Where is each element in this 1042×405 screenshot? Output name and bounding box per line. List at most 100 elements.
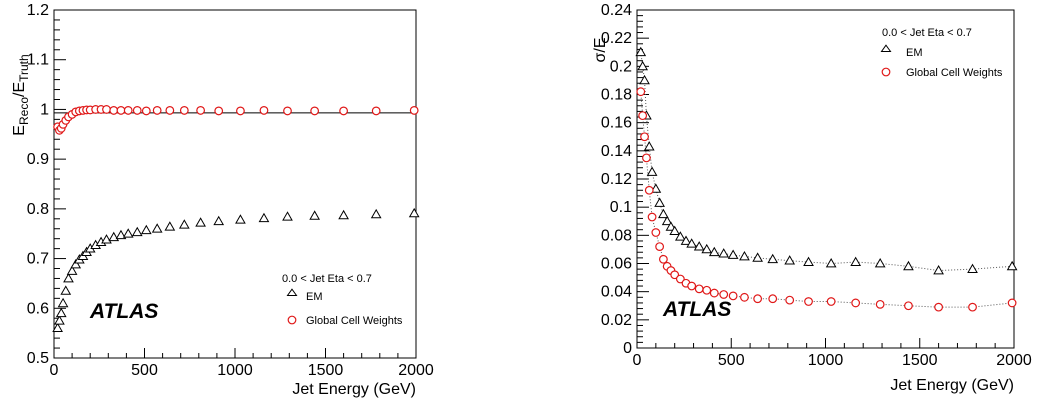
x-axis-label: Jet Energy (GeV)	[292, 381, 416, 398]
data-point-global-cell-weights	[875, 299, 885, 309]
data-point-global-cell-weights	[694, 284, 704, 294]
legend-title: 0.0 < Jet Eta < 0.7	[882, 27, 972, 39]
data-point-global-cell-weights	[259, 106, 269, 115]
legend-marker-triangle	[880, 44, 892, 52]
data-point-global-cell-weights	[644, 185, 654, 195]
data-point-em	[752, 252, 764, 262]
data-point-em	[1006, 260, 1018, 271]
data-point-global-cell-weights	[740, 292, 749, 302]
y-tick-label: 0.7	[27, 251, 49, 268]
legend-entry-global-cell-weights: Global Cell Weights	[906, 67, 1003, 79]
y-tick-label: 1	[40, 101, 49, 118]
y-axis-label-part: /E	[11, 82, 28, 97]
data-point-global-cell-weights	[655, 242, 665, 252]
data-point-global-cell-weights	[675, 274, 685, 284]
data-point-em	[70, 259, 82, 269]
y-tick-label: 0.24	[601, 2, 632, 19]
legend-entry-global-cell-weights: Global Cell Weights	[306, 315, 403, 327]
data-point-global-cell-weights	[826, 297, 836, 306]
data-point-global-cell-weights	[702, 285, 712, 295]
data-point-global-cell-weights	[109, 106, 119, 115]
data-point-em	[635, 46, 647, 57]
data-point-global-cell-weights	[339, 106, 349, 116]
atlas-label: ATLAS	[662, 298, 731, 321]
x-tick-label: 1000	[217, 362, 253, 379]
data-point-global-cell-weights	[132, 106, 142, 115]
x-tick-label: 0	[50, 362, 59, 379]
data-point-global-cell-weights	[409, 106, 419, 115]
legend-title: 0.0 < Jet Eta < 0.7	[282, 273, 372, 285]
data-point-em	[646, 166, 658, 176]
y-tick-label: 0.14	[601, 143, 632, 160]
data-point-global-cell-weights	[165, 106, 175, 115]
y-tick-label: 0.02	[601, 312, 632, 329]
data-point-em	[658, 208, 669, 219]
y-axis-label: EReco/ETruth	[11, 54, 31, 135]
data-point-em	[57, 297, 69, 308]
x-tick-label: 0	[633, 352, 642, 369]
data-point-em	[708, 246, 720, 257]
data-point-global-cell-weights	[651, 228, 661, 237]
data-point-em	[108, 231, 120, 242]
data-point-global-cell-weights	[785, 295, 795, 305]
data-point-global-cell-weights	[214, 106, 224, 116]
data-point-em	[235, 214, 246, 224]
data-point-global-cell-weights	[141, 106, 151, 116]
data-point-em	[55, 307, 67, 318]
legend-entry-em: EM	[306, 291, 323, 303]
data-point-em	[669, 225, 681, 235]
data-point-em	[639, 74, 650, 85]
data-point-em	[178, 219, 190, 229]
left-panel-ereco-over-etruth: 0 500 1000 1500 2000 0.5 0.6 0.7 0.8 0.9 1 1.1 1.2 Je…	[11, 2, 434, 398]
y-tick-label: 0.16	[601, 115, 632, 132]
data-point-em	[784, 255, 796, 265]
data-point-em	[258, 212, 270, 223]
data-point-global-cell-weights	[236, 106, 245, 116]
data-point-em	[686, 238, 698, 248]
data-point-em	[101, 234, 112, 244]
right-panel-sigma-over-e: 0 500 1000 1500 2000 0 0.02 0.04 0.06 0.08 0.1 0.12…	[592, 2, 1032, 394]
y-tick-label: 0.8	[27, 201, 49, 218]
data-point-em	[767, 253, 779, 264]
legend-marker-circle	[287, 315, 297, 325]
data-point-global-cell-weights	[1007, 298, 1017, 308]
atlas-label: ATLAS	[89, 300, 158, 323]
data-point-em	[52, 322, 63, 333]
data-point-global-cell-weights	[719, 290, 729, 299]
data-point-global-cell-weights	[636, 87, 646, 97]
data-point-em	[903, 260, 914, 271]
data-point-em	[338, 209, 349, 220]
data-point-em	[164, 221, 176, 231]
data-point-em	[643, 141, 655, 151]
data-point-em	[213, 215, 225, 226]
data-point-em	[874, 257, 886, 268]
y-axis-label: σ/E	[592, 38, 609, 63]
y-tick-label: 1.2	[27, 2, 49, 19]
data-point-global-cell-weights	[152, 106, 162, 115]
data-point-em	[122, 228, 134, 238]
data-point-global-cell-weights	[196, 106, 206, 115]
data-point-em	[739, 250, 750, 261]
data-point-em	[674, 231, 686, 241]
data-point-global-cell-weights	[753, 294, 763, 304]
data-point-em	[825, 257, 837, 268]
y-tick-label: 0.06	[601, 256, 632, 273]
x-axis-label: Jet Energy (GeV)	[890, 377, 1014, 394]
data-point-em	[654, 197, 665, 207]
data-point-global-cell-weights	[642, 153, 651, 163]
data-point-em	[933, 265, 944, 275]
data-point-em	[63, 272, 74, 283]
data-point-em	[637, 60, 649, 71]
y-tick-label: 0.5	[27, 350, 49, 367]
data-point-global-cell-weights	[179, 106, 189, 115]
y-axis-label-subscript: Truth	[17, 54, 31, 82]
data-point-em	[408, 207, 420, 218]
x-tick-label: 2000	[398, 362, 434, 379]
y-tick-label: 0.18	[601, 87, 632, 104]
y-tick-label: 0.04	[601, 284, 632, 301]
data-point-em	[693, 241, 705, 251]
legend-entry-em: EM	[906, 47, 923, 59]
data-point-global-cell-weights	[371, 106, 381, 116]
